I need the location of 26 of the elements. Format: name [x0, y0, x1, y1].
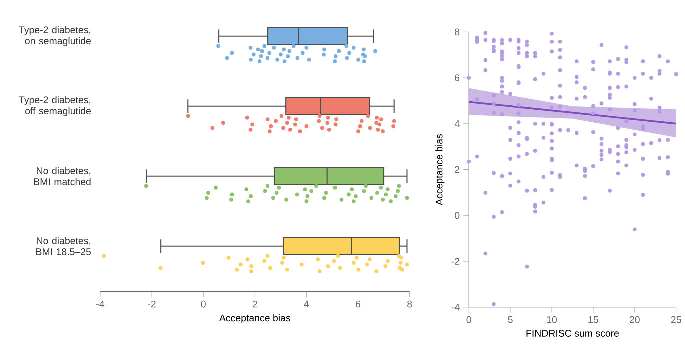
x-tick-label: 0 — [201, 300, 206, 308]
x-tick-label: 2 — [252, 300, 258, 308]
x-axis-title: Acceptance bias — [219, 314, 290, 324]
y-tick-label: 4 — [454, 120, 460, 128]
x-tick-label: -2 — [148, 300, 156, 308]
x-tick-label: 8 — [408, 300, 412, 308]
x-axis-title: FINDRISC sum score — [526, 330, 620, 337]
y-tick-label: 6 — [455, 74, 460, 82]
x-tick-label: 6 — [356, 300, 361, 308]
x-tick-label: 20 — [630, 316, 640, 324]
y-tick-label: 2 — [455, 166, 460, 174]
x-tick-label: 25 — [671, 316, 682, 324]
x-tick-label: 0 — [466, 316, 472, 324]
x-tick-label: -4 — [96, 300, 105, 308]
y-tick-label: 0 — [455, 212, 460, 219]
y-tick-label: Type-2 diabetes, off semaglutide — [19, 96, 92, 116]
y-tick-label: Type-2 diabetes, on semaglutide — [19, 26, 92, 46]
y-tick-label: -2 — [452, 258, 460, 265]
y-tick-label: No diabetes, BMI 18.5–25 — [36, 237, 92, 256]
x-tick-label: 15 — [588, 316, 598, 324]
x-tick-label: 5 — [508, 316, 513, 324]
y-tick-label: No diabetes, BMI matched — [34, 167, 91, 186]
y-tick-label: 8 — [455, 28, 460, 36]
x-tick-label: 10 — [547, 316, 558, 324]
y-axis-title: Acceptance bias — [436, 134, 445, 206]
x-tick-label: 4 — [304, 300, 310, 308]
